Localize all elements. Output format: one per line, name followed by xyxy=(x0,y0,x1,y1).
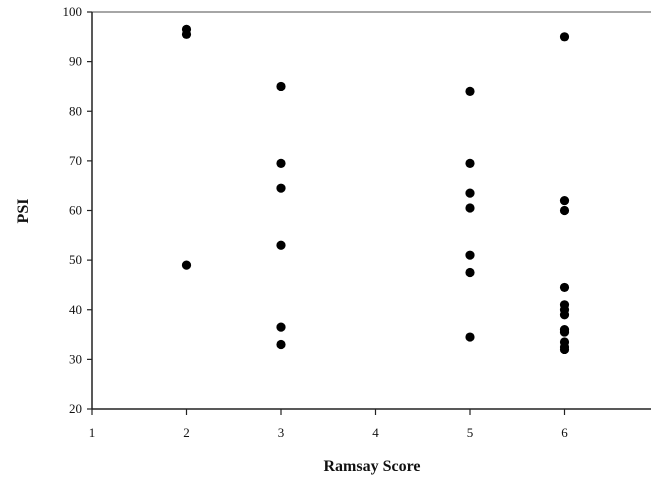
data-point xyxy=(181,29,192,39)
y-tick-label: 30 xyxy=(69,351,82,366)
x-axis-title: Ramsay Score xyxy=(323,458,420,475)
data-points xyxy=(181,24,570,355)
y-tick-label: 100 xyxy=(63,4,83,19)
y-tick-label: 70 xyxy=(69,153,82,168)
y-ticks: 20 30 40 50 60 70 80 90 100 xyxy=(63,4,92,416)
data-point xyxy=(276,240,286,250)
data-point xyxy=(465,332,475,342)
data-point xyxy=(559,282,570,293)
y-tick-label: 60 xyxy=(69,203,82,218)
y-tick-label: 90 xyxy=(69,54,82,69)
y-tick-label: 40 xyxy=(69,302,82,317)
x-tick-label: 3 xyxy=(278,425,285,440)
data-point xyxy=(559,32,570,42)
data-point xyxy=(559,205,570,216)
data-point xyxy=(181,260,192,270)
x-tick-label: 4 xyxy=(372,425,379,440)
data-point xyxy=(465,203,475,213)
data-point xyxy=(465,86,475,96)
data-point xyxy=(276,81,286,92)
data-point xyxy=(276,183,286,193)
x-tick-label: 6 xyxy=(561,425,568,440)
y-tick-label: 80 xyxy=(69,103,82,118)
data-point xyxy=(559,344,570,355)
data-point xyxy=(465,188,475,198)
data-point xyxy=(465,158,475,168)
x-ticks: 1 2 3 4 5 6 xyxy=(89,409,568,440)
y-axis-title: PSI xyxy=(15,199,32,224)
y-tick-label: 50 xyxy=(69,252,82,267)
data-point xyxy=(465,250,475,260)
y-tick-label: 20 xyxy=(69,401,82,416)
data-point xyxy=(559,195,570,206)
x-tick-label: 5 xyxy=(467,425,474,440)
data-point xyxy=(559,327,570,337)
data-point xyxy=(559,310,570,320)
x-tick-label: 1 xyxy=(89,425,96,440)
data-point xyxy=(465,267,475,278)
x-tick-label: 2 xyxy=(183,425,190,440)
data-point xyxy=(276,339,286,350)
data-point xyxy=(276,322,286,332)
data-point xyxy=(276,158,286,168)
